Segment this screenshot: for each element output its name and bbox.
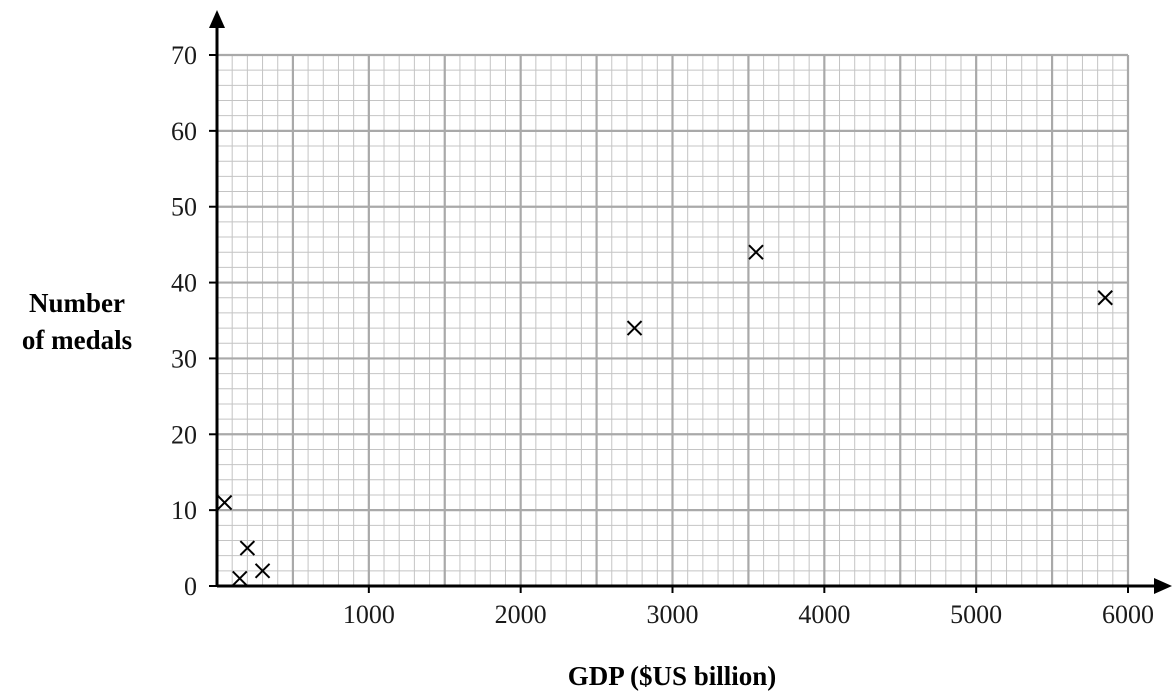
x-tick-label: 5000 — [950, 600, 1002, 629]
x-tick-label: 6000 — [1102, 600, 1154, 629]
data-point-cross — [239, 540, 256, 556]
data-point-cross — [626, 320, 643, 336]
y-tick-label: 50 — [171, 193, 197, 222]
y-tick-label: 30 — [171, 344, 197, 373]
cross-stroke — [748, 244, 764, 260]
chart-grid — [215, 53, 1130, 588]
y-tick-label: 40 — [171, 269, 197, 298]
y-axis-title-line-2: of medals — [22, 325, 132, 355]
x-axis-title: GDP ($US billion) — [568, 661, 777, 691]
cross-stroke — [239, 540, 256, 556]
y-axis-arrowhead — [209, 10, 225, 28]
x-tick-label: 1000 — [343, 600, 395, 629]
tick-labels: 1000 2000 3000 4000 5000 6000 0 10 20 30 40 50 60 70 — [171, 41, 1154, 629]
data-point-cross — [216, 494, 233, 511]
y-tick-label: 70 — [171, 41, 197, 70]
data-points — [216, 244, 1113, 587]
y-tick-label: 20 — [171, 420, 197, 449]
x-tick-label: 4000 — [798, 600, 850, 629]
cross-stroke — [1097, 290, 1113, 306]
cross-stroke — [254, 563, 271, 579]
cross-stroke — [216, 494, 233, 511]
y-tick-label: 60 — [171, 117, 197, 146]
data-point-cross — [232, 570, 248, 587]
data-point-cross — [748, 244, 764, 260]
x-axis-arrowhead — [1154, 578, 1172, 594]
x-tick-label: 2000 — [495, 600, 547, 629]
y-tick-label: 10 — [171, 496, 197, 525]
cross-stroke — [232, 570, 248, 587]
x-tick-label: 3000 — [647, 600, 699, 629]
y-tick-label: 0 — [184, 572, 197, 601]
data-point-cross — [254, 563, 271, 579]
cross-stroke — [626, 320, 643, 336]
chart-axes — [209, 10, 1172, 594]
data-point-cross — [1097, 290, 1113, 306]
y-axis-title-line-1: Number — [29, 288, 125, 318]
